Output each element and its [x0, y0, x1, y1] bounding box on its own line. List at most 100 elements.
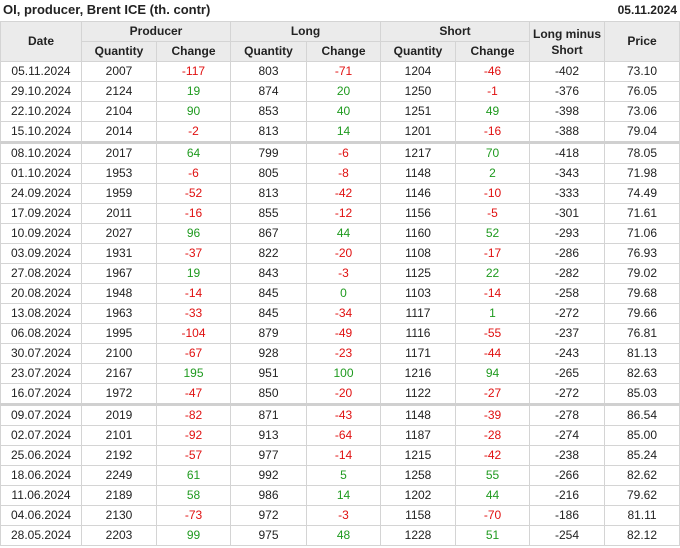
- cell-producer-change: 19: [156, 81, 231, 102]
- table-row: 27.08.2024 1967 19 843 -3 1125 22 -282 79.02: [0, 263, 680, 284]
- cell-long-minus-short: -238: [529, 445, 606, 466]
- cell-long-change: -49: [305, 323, 382, 344]
- cell-long-change: -71: [305, 61, 382, 82]
- cell-long-quantity: 822: [230, 243, 307, 264]
- cell-producer-quantity: 1931: [81, 243, 157, 264]
- cell-date: 28.05.2024: [0, 525, 82, 546]
- table-row: 22.10.2024 2104 90 853 40 1251 49 -398 73.06: [0, 101, 680, 122]
- cell-short-change: 49: [455, 101, 531, 122]
- table-row: 16.07.2024 1972 -47 850 -20 1122 -27 -272 85.03: [0, 383, 680, 405]
- header-short-quantity: Quantity: [380, 41, 457, 62]
- cell-date: 23.07.2024: [0, 363, 82, 384]
- cell-long-change: 20: [305, 81, 382, 102]
- cell-long-change: -3: [305, 263, 382, 284]
- cell-short-change: -55: [455, 323, 531, 344]
- cell-date: 22.10.2024: [0, 101, 82, 122]
- table-row: 09.07.2024 2019 -82 871 -43 1148 -39 -278 86.54: [0, 403, 680, 426]
- cell-producer-quantity: 1972: [81, 383, 157, 405]
- cell-long-quantity: 871: [230, 403, 307, 426]
- cell-short-quantity: 1117: [380, 303, 457, 324]
- cell-date: 03.09.2024: [0, 243, 82, 264]
- cell-producer-change: -73: [156, 505, 231, 526]
- cell-producer-change: -33: [156, 303, 231, 324]
- cell-date: 01.10.2024: [0, 163, 82, 184]
- cell-long-quantity: 855: [230, 203, 307, 224]
- cell-producer-change: 58: [156, 485, 231, 506]
- table-row: 03.09.2024 1931 -37 822 -20 1108 -17 -286 76.93: [0, 243, 680, 264]
- header-long: Long: [229, 21, 382, 42]
- cell-price: 79.04: [604, 121, 680, 143]
- cell-long-minus-short: -282: [529, 263, 606, 284]
- cell-producer-quantity: 2192: [81, 445, 157, 466]
- cell-long-minus-short: -376: [529, 81, 606, 102]
- table-row: 01.10.2024 1953 -6 805 -8 1148 2 -343 71.98: [0, 163, 680, 184]
- table-row: 25.06.2024 2192 -57 977 -14 1215 -42 -238 85.24: [0, 445, 680, 466]
- cell-price: 76.05: [604, 81, 680, 102]
- cell-producer-change: 19: [156, 263, 231, 284]
- cell-producer-change: -2: [156, 121, 231, 143]
- cell-producer-quantity: 1995: [81, 323, 157, 344]
- cell-date: 30.07.2024: [0, 343, 82, 364]
- cell-price: 73.10: [604, 61, 680, 82]
- cell-producer-quantity: 1963: [81, 303, 157, 324]
- table-row: 24.09.2024 1959 -52 813 -42 1146 -10 -333 74.49: [0, 183, 680, 204]
- cell-producer-quantity: 2189: [81, 485, 157, 506]
- table-row: 23.07.2024 2167 195 951 100 1216 94 -265 82.63: [0, 363, 680, 384]
- cell-long-minus-short: -266: [529, 465, 606, 486]
- cell-price: 81.13: [604, 343, 680, 364]
- cell-producer-change: -37: [156, 243, 231, 264]
- cell-price: 76.81: [604, 323, 680, 344]
- cell-short-change: -5: [455, 203, 531, 224]
- cell-short-quantity: 1160: [380, 223, 457, 244]
- cell-long-quantity: 972: [230, 505, 307, 526]
- cell-date: 25.06.2024: [0, 445, 82, 466]
- cell-long-change: -64: [305, 425, 382, 446]
- table-row: 20.08.2024 1948 -14 845 0 1103 -14 -258 79.68: [0, 283, 680, 304]
- table-row: 02.07.2024 2101 -92 913 -64 1187 -28 -274 85.00: [0, 425, 680, 446]
- table-row: 28.05.2024 2203 99 975 48 1228 51 -254 82.12: [0, 525, 680, 546]
- cell-long-minus-short: -402: [529, 61, 606, 82]
- cell-short-quantity: 1204: [380, 61, 457, 82]
- cell-long-quantity: 874: [230, 81, 307, 102]
- cell-producer-change: -92: [156, 425, 231, 446]
- table-row: 06.08.2024 1995 -104 879 -49 1116 -55 -237 76.81: [0, 323, 680, 344]
- cell-long-quantity: 805: [230, 163, 307, 184]
- cell-producer-quantity: 2249: [81, 465, 157, 486]
- header-producer-quantity: Quantity: [81, 41, 157, 62]
- cell-long-minus-short: -286: [529, 243, 606, 264]
- cell-producer-quantity: 2130: [81, 505, 157, 526]
- cell-price: 74.49: [604, 183, 680, 204]
- cell-short-change: 1: [455, 303, 531, 324]
- cell-price: 71.61: [604, 203, 680, 224]
- cell-long-change: 14: [305, 485, 382, 506]
- cell-short-quantity: 1116: [380, 323, 457, 344]
- cell-short-change: -44: [455, 343, 531, 364]
- cell-producer-quantity: 1948: [81, 283, 157, 304]
- cell-date: 08.10.2024: [0, 141, 82, 164]
- cell-long-quantity: 928: [230, 343, 307, 364]
- table-row: 13.08.2024 1963 -33 845 -34 1117 1 -272 79.66: [0, 303, 680, 324]
- cell-long-minus-short: -274: [529, 425, 606, 446]
- header-long-minus-short: Long minus Short: [529, 21, 606, 62]
- cell-long-change: 0: [305, 283, 382, 304]
- cell-short-change: -46: [455, 61, 531, 82]
- oi-table: Date Producer Long Short Long minus Shor…: [0, 21, 680, 546]
- cell-short-change: 94: [455, 363, 531, 384]
- cell-long-minus-short: -237: [529, 323, 606, 344]
- cell-short-quantity: 1215: [380, 445, 457, 466]
- cell-short-quantity: 1148: [380, 403, 457, 426]
- cell-price: 71.98: [604, 163, 680, 184]
- cell-producer-change: 195: [156, 363, 231, 384]
- cell-date: 16.07.2024: [0, 383, 82, 405]
- cell-date: 09.07.2024: [0, 403, 82, 426]
- header-date: Date: [0, 21, 82, 62]
- cell-long-minus-short: -258: [529, 283, 606, 304]
- cell-price: 78.05: [604, 141, 680, 164]
- cell-long-quantity: 992: [230, 465, 307, 486]
- cell-producer-change: 90: [156, 101, 231, 122]
- cell-price: 79.62: [604, 485, 680, 506]
- cell-short-change: -42: [455, 445, 531, 466]
- table-body: 05.11.2024 2007 -117 803 -71 1204 -46 -402 73.10…: [0, 61, 680, 546]
- table-row: 29.10.2024 2124 19 874 20 1250 -1 -376 76.05: [0, 81, 680, 102]
- cell-short-change: -14: [455, 283, 531, 304]
